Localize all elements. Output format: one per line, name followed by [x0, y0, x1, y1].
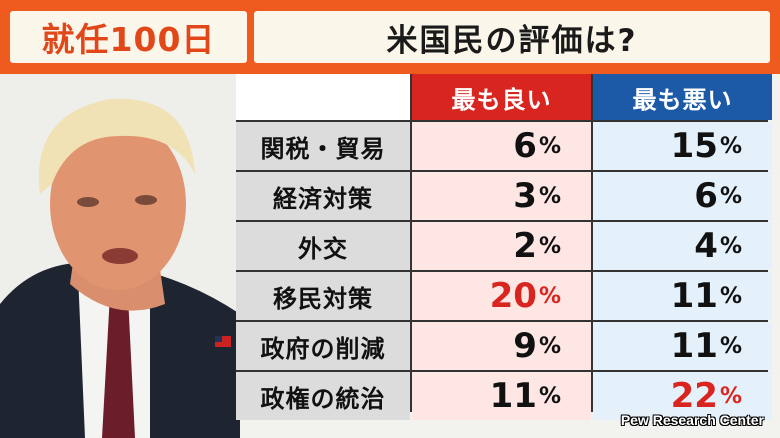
ratings-table: 最も良い 最も悪い 関税・貿易 6% 15% 経済対策 3% 6% 外交 2% … — [236, 74, 772, 420]
value-worst: 4% — [593, 222, 772, 270]
value-best: 11% — [412, 372, 591, 420]
speaker-photo — [0, 74, 240, 438]
value-worst: 11% — [593, 272, 772, 320]
value-best-highlight: 20% — [412, 272, 591, 320]
row-label: 移民対策 — [236, 272, 410, 320]
column-header-worst: 最も悪い — [593, 74, 772, 120]
source-credit: Pew Research Center — [620, 412, 764, 428]
row-label: 関税・貿易 — [236, 122, 410, 170]
value-worst-highlight: 22% — [593, 372, 772, 420]
portrait-illustration — [0, 74, 240, 438]
page-title: 米国民の評価は? — [254, 11, 770, 63]
column-header-best: 最も良い — [412, 74, 591, 120]
value-best: 3% — [412, 172, 591, 220]
ratings-grid: 最も良い 最も悪い 関税・貿易 6% 15% 経済対策 3% 6% 外交 2% … — [236, 74, 772, 420]
value-worst: 6% — [593, 172, 772, 220]
badge-100-days: 就任100日 — [10, 11, 247, 63]
row-label: 政府の削減 — [236, 322, 410, 370]
value-worst: 11% — [593, 322, 772, 370]
row-label: 政権の統治 — [236, 372, 410, 420]
table-corner — [236, 74, 410, 120]
row-label: 経済対策 — [236, 172, 410, 220]
value-best: 2% — [412, 222, 591, 270]
value-best: 6% — [412, 122, 591, 170]
value-best: 9% — [412, 322, 591, 370]
value-worst: 15% — [593, 122, 772, 170]
row-label: 外交 — [236, 222, 410, 270]
